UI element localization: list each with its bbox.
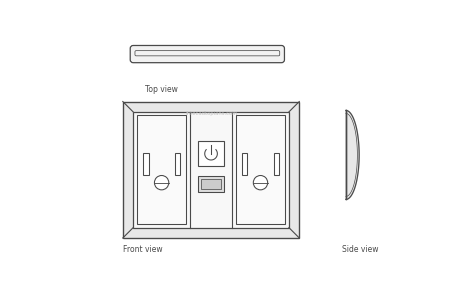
Polygon shape bbox=[346, 111, 359, 199]
FancyBboxPatch shape bbox=[130, 46, 284, 63]
Bar bbox=[133, 112, 289, 228]
Bar bbox=[242, 153, 247, 175]
Text: Front view: Front view bbox=[123, 245, 163, 254]
Text: Top view: Top view bbox=[145, 85, 178, 94]
Text: freecadtoplans.com: freecadtoplans.com bbox=[186, 111, 238, 116]
Bar bbox=[273, 153, 279, 175]
Bar bbox=[175, 153, 180, 175]
Bar bbox=[199, 141, 224, 166]
Bar bbox=[236, 116, 285, 224]
Bar bbox=[137, 116, 186, 224]
Circle shape bbox=[253, 176, 268, 190]
Bar bbox=[201, 179, 221, 189]
Text: Side view: Side view bbox=[342, 245, 379, 254]
Bar bbox=[123, 102, 299, 238]
Bar bbox=[198, 176, 224, 192]
Bar bbox=[143, 153, 148, 175]
Circle shape bbox=[155, 176, 169, 190]
